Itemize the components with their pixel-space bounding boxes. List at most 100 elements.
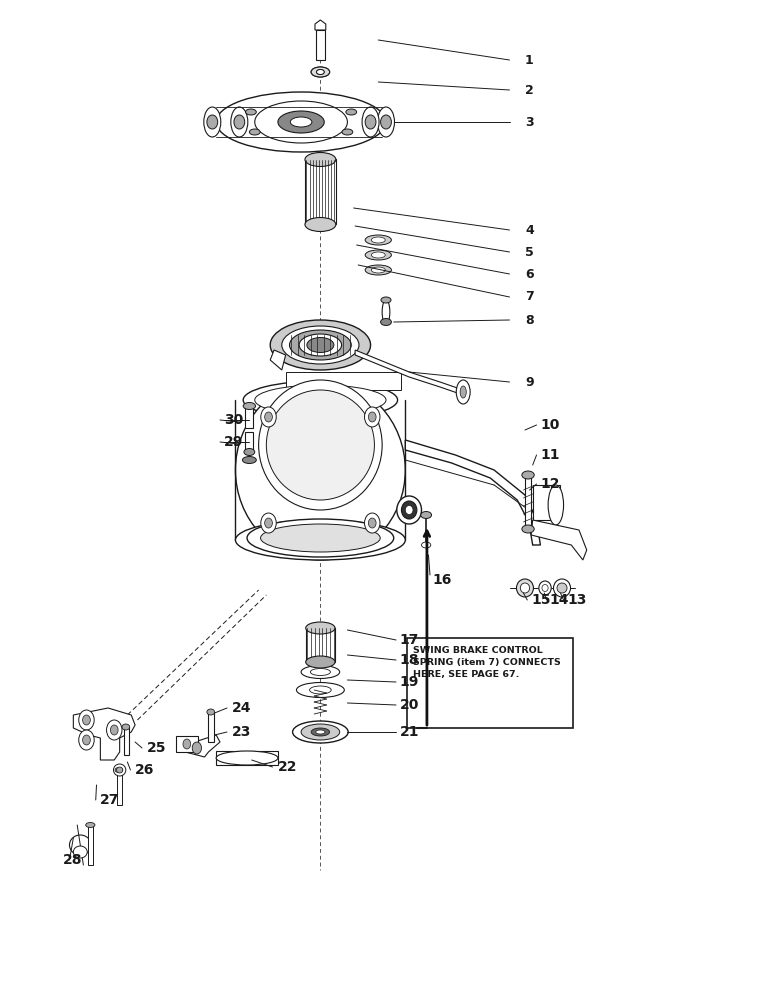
Text: 24: 24 (232, 701, 251, 715)
Ellipse shape (207, 709, 215, 715)
Ellipse shape (554, 579, 571, 597)
Ellipse shape (317, 70, 324, 75)
Polygon shape (531, 520, 587, 560)
Ellipse shape (305, 217, 336, 231)
Ellipse shape (255, 385, 386, 415)
Circle shape (381, 115, 391, 129)
Circle shape (364, 407, 380, 427)
Text: 13: 13 (567, 593, 587, 607)
Ellipse shape (69, 835, 91, 855)
Circle shape (265, 412, 273, 422)
Circle shape (368, 412, 376, 422)
Ellipse shape (244, 448, 255, 456)
Ellipse shape (290, 117, 312, 127)
Ellipse shape (235, 520, 405, 560)
Text: SWING BRAKE CONTROL
SPRING (item 7) CONNECTS
HERE, SEE PAGE 67.: SWING BRAKE CONTROL SPRING (item 7) CONN… (413, 646, 560, 679)
Circle shape (83, 715, 90, 725)
Ellipse shape (316, 730, 325, 734)
Ellipse shape (216, 92, 386, 152)
Text: 4: 4 (525, 224, 533, 236)
Polygon shape (270, 350, 286, 370)
Ellipse shape (247, 519, 394, 557)
Ellipse shape (381, 297, 391, 303)
Ellipse shape (290, 330, 351, 360)
Ellipse shape (122, 724, 130, 730)
Text: 22: 22 (278, 760, 297, 774)
Bar (305, 159, 336, 224)
Polygon shape (355, 350, 463, 395)
Ellipse shape (115, 768, 123, 772)
Ellipse shape (311, 67, 330, 77)
Ellipse shape (311, 728, 330, 736)
Circle shape (365, 115, 376, 129)
Ellipse shape (378, 107, 394, 137)
Ellipse shape (259, 380, 382, 510)
Text: 2: 2 (525, 84, 533, 97)
Circle shape (110, 725, 118, 735)
Ellipse shape (249, 129, 260, 135)
Ellipse shape (310, 686, 331, 694)
Polygon shape (185, 735, 220, 757)
Circle shape (79, 730, 94, 750)
Ellipse shape (516, 579, 533, 597)
Ellipse shape (73, 846, 87, 858)
Ellipse shape (421, 512, 432, 518)
Ellipse shape (243, 402, 256, 410)
Bar (533, 485, 560, 520)
Ellipse shape (371, 267, 385, 273)
Text: 29: 29 (224, 435, 243, 449)
Ellipse shape (397, 496, 422, 524)
Text: 5: 5 (525, 245, 533, 258)
Ellipse shape (306, 622, 335, 634)
Bar (176, 736, 198, 752)
Ellipse shape (346, 109, 357, 115)
Circle shape (368, 518, 376, 528)
Ellipse shape (539, 581, 551, 595)
Polygon shape (315, 20, 326, 30)
Bar (306, 628, 335, 662)
Text: 19: 19 (400, 675, 419, 689)
Text: 20: 20 (400, 698, 419, 712)
Bar (208, 712, 214, 742)
Text: 8: 8 (525, 314, 533, 326)
Ellipse shape (301, 666, 340, 678)
Ellipse shape (460, 386, 466, 398)
Text: 23: 23 (232, 725, 251, 739)
Bar (407, 638, 573, 728)
Circle shape (261, 407, 276, 427)
Text: 16: 16 (432, 573, 452, 587)
Ellipse shape (317, 70, 324, 75)
Bar (286, 372, 401, 390)
Circle shape (83, 735, 90, 745)
Ellipse shape (405, 506, 413, 514)
Text: 21: 21 (400, 725, 419, 739)
Circle shape (234, 115, 245, 129)
Text: 28: 28 (63, 853, 83, 867)
Ellipse shape (117, 767, 123, 773)
Ellipse shape (204, 107, 221, 137)
Circle shape (192, 742, 201, 754)
Text: 12: 12 (540, 477, 560, 491)
Ellipse shape (401, 501, 417, 519)
Ellipse shape (456, 380, 470, 404)
Ellipse shape (255, 101, 347, 143)
Ellipse shape (216, 751, 278, 765)
Ellipse shape (310, 668, 330, 676)
Text: 10: 10 (540, 418, 560, 432)
Circle shape (364, 513, 380, 533)
Text: 25: 25 (147, 741, 166, 755)
Ellipse shape (278, 111, 324, 133)
Ellipse shape (548, 485, 564, 525)
Ellipse shape (362, 107, 379, 137)
Circle shape (207, 115, 218, 129)
Ellipse shape (522, 525, 534, 533)
Ellipse shape (235, 380, 405, 560)
Ellipse shape (293, 721, 348, 743)
Ellipse shape (342, 129, 353, 135)
Ellipse shape (306, 656, 335, 668)
Bar (245, 406, 253, 428)
Bar (316, 30, 325, 60)
Ellipse shape (365, 265, 391, 275)
Ellipse shape (371, 237, 385, 243)
Circle shape (79, 710, 94, 730)
